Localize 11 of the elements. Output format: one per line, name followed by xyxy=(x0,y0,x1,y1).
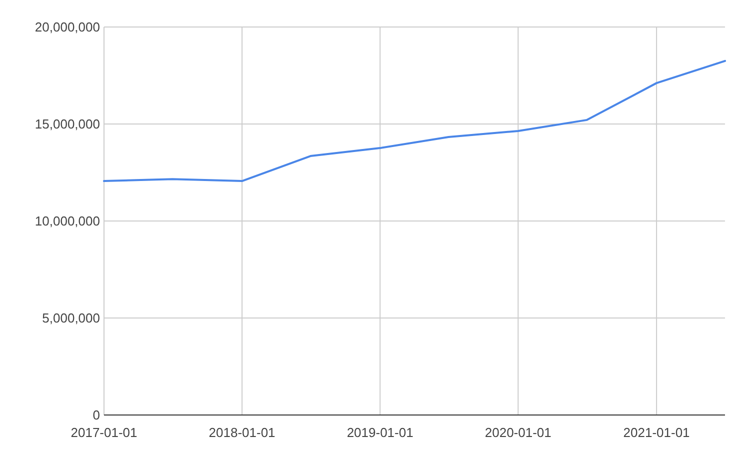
x-tick-label: 2020-01-01 xyxy=(484,425,552,440)
x-tick-label: 2017-01-01 xyxy=(70,425,138,440)
x-tick-label: 2019-01-01 xyxy=(346,425,414,440)
x-tick-label: 2021-01-01 xyxy=(623,425,690,440)
y-tick-label: 15,000,000 xyxy=(34,116,100,132)
y-tick-label: 20,000,000 xyxy=(34,20,100,35)
y-tick-label: 5,000,000 xyxy=(42,310,100,326)
line-series xyxy=(103,60,726,182)
x-tick-label: 2018-01-01 xyxy=(208,425,276,440)
y-tick-label: 10,000,000 xyxy=(34,214,100,229)
y-tick-label: 0 xyxy=(92,408,100,423)
